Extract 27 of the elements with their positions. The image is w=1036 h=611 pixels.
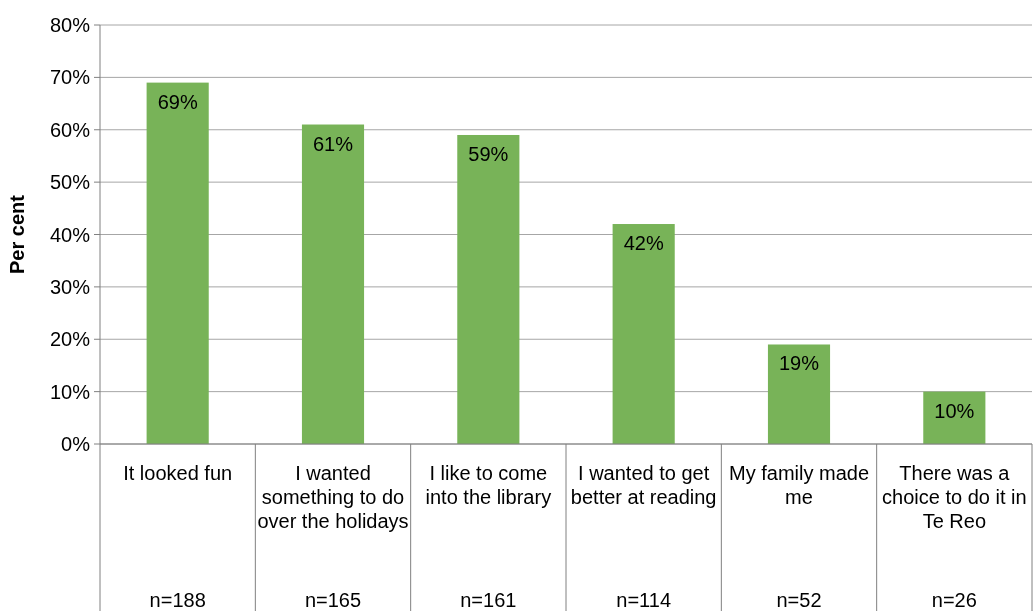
category-label: I like to come into the library n=161 — [425, 462, 552, 611]
category-label: I wanted to get better at reading n=114 — [570, 462, 717, 611]
bar — [146, 82, 209, 444]
bar — [457, 134, 520, 444]
category-label: I wanted something to do over the holidays n=165 — [257, 462, 409, 611]
data-label: 61% — [312, 132, 354, 155]
y-tick-label: 50% — [49, 171, 91, 194]
y-tick-label: 60% — [49, 118, 91, 141]
y-tick-label: 30% — [49, 275, 91, 298]
bar — [767, 344, 831, 444]
bar — [612, 224, 675, 444]
data-label: 69% — [157, 90, 198, 113]
data-label: 59% — [468, 142, 509, 165]
data-label: 10% — [934, 399, 975, 422]
bar — [301, 124, 365, 444]
data-label: 19% — [778, 352, 820, 375]
y-tick-label: 70% — [49, 66, 91, 89]
data-label: 42% — [623, 232, 664, 255]
category-label: My family made me n=52 — [728, 462, 870, 611]
y-tick-label: 80% — [49, 14, 91, 36]
y-axis-title: Per cent — [6, 194, 28, 274]
category-label: There was a choice to do it in Te Reo n=26 — [882, 462, 1027, 611]
category-label: It looked fun n=188 — [123, 462, 233, 611]
y-tick-label: 10% — [49, 380, 91, 403]
y-tick-label: 40% — [49, 223, 91, 246]
y-tick-label: 0% — [61, 433, 91, 455]
y-tick-label: 20% — [49, 328, 91, 351]
